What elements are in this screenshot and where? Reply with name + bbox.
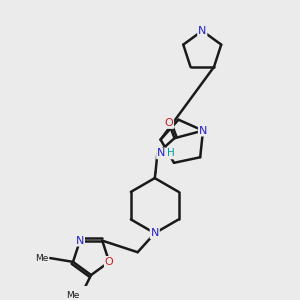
Text: N: N: [151, 228, 159, 238]
Text: N: N: [157, 148, 165, 158]
Text: H: H: [167, 148, 175, 158]
Text: Me: Me: [66, 291, 80, 300]
Text: O: O: [105, 257, 113, 267]
Text: N: N: [76, 236, 84, 246]
Text: N: N: [199, 126, 207, 136]
Text: O: O: [164, 118, 173, 128]
Text: Me: Me: [35, 254, 48, 262]
Text: N: N: [198, 26, 206, 36]
